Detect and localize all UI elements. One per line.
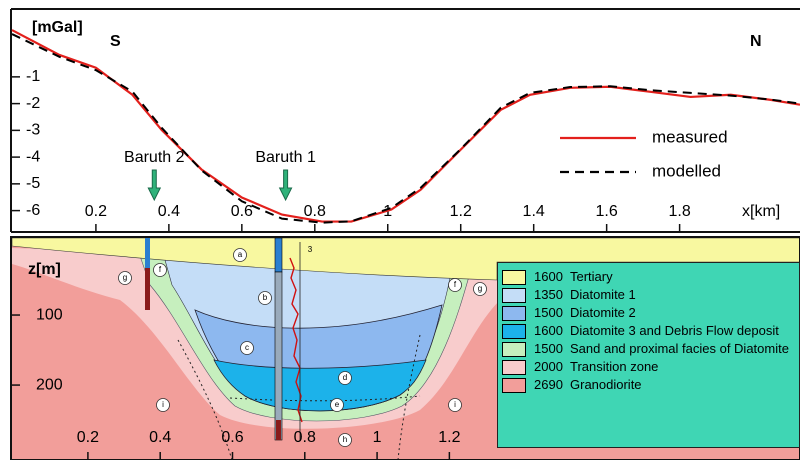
layer-density: 1600: [534, 323, 570, 339]
well-casing: [275, 238, 282, 272]
well-arrow: [148, 170, 160, 200]
region-label: e: [335, 400, 340, 409]
x-tick-label: 0.4: [149, 429, 171, 446]
y-tick-label: -4: [26, 148, 40, 165]
legend-swatch: [502, 360, 526, 375]
layer-density: 1500: [534, 341, 570, 357]
y-tick-label: -6: [26, 202, 40, 219]
layer-name: Diatomite 1: [570, 287, 795, 303]
x-tick-label: 0.6: [221, 429, 243, 446]
direction-label: N: [750, 33, 762, 50]
y-tick-label: 200: [36, 376, 63, 393]
direction-label: S: [110, 33, 121, 50]
legend-swatch: [502, 288, 526, 303]
legend-label: measured: [652, 127, 728, 146]
layer-name: Granodiorite: [570, 377, 795, 393]
x-tick-label: 1.6: [596, 203, 618, 220]
region-label: a: [238, 250, 243, 259]
legend-label: modelled: [652, 161, 721, 180]
x-tick-label: 0.2: [85, 203, 107, 220]
x-tick-label: 1.2: [438, 429, 460, 446]
x-tick-label: 0.8: [294, 429, 316, 446]
y-axis-title: z[m]: [28, 261, 61, 278]
x-tick-label: 1.2: [450, 203, 472, 220]
well-label: Baruth 2: [124, 149, 185, 166]
x-tick-label: 0.2: [77, 429, 99, 446]
x-tick-label: 1.8: [668, 203, 690, 220]
legend-swatch: [502, 342, 526, 357]
y-tick-label: -5: [26, 175, 40, 192]
y-tick-label: 100: [36, 306, 63, 323]
layer-density: 1600: [534, 269, 570, 285]
layer-density: 1500: [534, 305, 570, 321]
region-label: b: [263, 293, 268, 302]
well-label: Baruth 1: [255, 149, 316, 166]
layer-name: Diatomite 2: [570, 305, 795, 321]
well-casing: [275, 272, 282, 440]
x-tick-label: 0.6: [231, 203, 253, 220]
layer-name: Tertiary: [570, 269, 795, 285]
region-label: 3: [308, 245, 313, 254]
region-label: g: [478, 284, 482, 293]
y-tick-label: -3: [26, 122, 40, 139]
legend-swatch: [502, 378, 526, 393]
layer-density: 2690: [534, 377, 570, 393]
well-casing: [145, 268, 150, 310]
y-tick-label: -2: [26, 95, 40, 112]
series-line: [12, 30, 800, 222]
y-tick-label: -1: [26, 68, 40, 85]
x-tick-label: 0.4: [158, 203, 180, 220]
layer-name: Transition zone: [570, 359, 795, 375]
well-arrow: [280, 170, 292, 200]
layer-density: 1350: [534, 287, 570, 303]
legend-swatch: [502, 306, 526, 321]
legend-swatch: [502, 270, 526, 285]
x-tick-label: 0.8: [304, 203, 326, 220]
well-casing: [276, 420, 281, 440]
x-axis-title: x[km]: [742, 203, 780, 220]
layer-density: 2000: [534, 359, 570, 375]
region-label: c: [245, 343, 249, 352]
y-axis-title: [mGal]: [32, 19, 83, 36]
well-casing: [145, 238, 150, 268]
region-label: h: [343, 435, 347, 444]
page: {"chart_data": [ {"type": "line", "y_lab…: [0, 0, 800, 460]
x-tick-label: 1: [373, 429, 382, 446]
region-label: i: [454, 400, 456, 409]
legend-swatch: [502, 324, 526, 339]
region-label: g: [123, 273, 127, 282]
region-label: d: [343, 373, 347, 382]
layer-name: Sand and proximal facies of Diatomite: [570, 341, 795, 357]
layer-name: Diatomite 3 and Debris Flow deposit: [570, 323, 795, 339]
region-label: i: [162, 400, 164, 409]
x-tick-label: 1.4: [523, 203, 545, 220]
